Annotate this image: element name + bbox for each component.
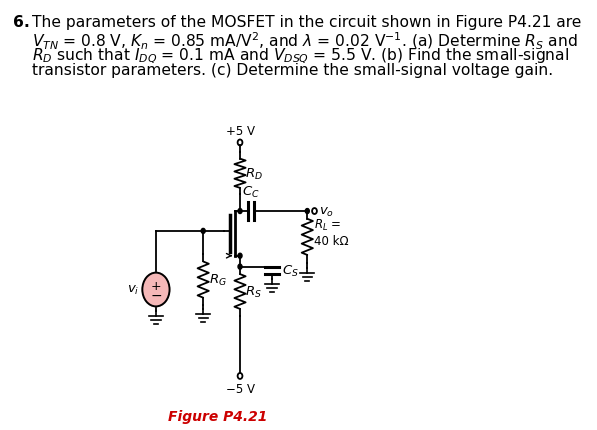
Text: $R_D$: $R_D$ [245, 166, 263, 181]
Text: $R_D$ such that $I_{DQ}$ = 0.1 mA and $V_{DSQ}$ = 5.5 V. (b) Find the small-sign: $R_D$ such that $I_{DQ}$ = 0.1 mA and $V… [32, 47, 569, 66]
Text: transistor parameters. (c) Determine the small-signal voltage gain.: transistor parameters. (c) Determine the… [32, 63, 553, 78]
Circle shape [238, 209, 242, 214]
Circle shape [142, 273, 170, 307]
Circle shape [305, 209, 309, 214]
Text: $R_L$ =
40 kΩ: $R_L$ = 40 kΩ [313, 217, 348, 247]
Text: $v_o$: $v_o$ [319, 205, 334, 218]
Text: 6.: 6. [13, 15, 29, 30]
Text: +: + [150, 280, 161, 292]
Text: The parameters of the MOSFET in the circuit shown in Figure P4.21 are: The parameters of the MOSFET in the circ… [32, 15, 581, 30]
Text: −: − [150, 288, 162, 302]
Circle shape [238, 264, 242, 270]
Circle shape [238, 254, 242, 258]
Text: $V_{TN}$ = 0.8 V, $K_n$ = 0.85 mA/V$^2$, and $\lambda$ = 0.02 V$^{-1}$. (a) Dete: $V_{TN}$ = 0.8 V, $K_n$ = 0.85 mA/V$^2$,… [32, 31, 577, 52]
Circle shape [201, 229, 205, 234]
Text: $R_S$: $R_S$ [245, 284, 261, 299]
Text: Figure P4.21: Figure P4.21 [168, 408, 267, 423]
Text: −5 V: −5 V [226, 382, 254, 395]
Text: $R_G$: $R_G$ [209, 272, 227, 288]
Text: $v_i$: $v_i$ [127, 283, 139, 296]
Text: +5 V: +5 V [226, 125, 254, 138]
Text: $C_S$: $C_S$ [282, 263, 298, 278]
Text: $C_C$: $C_C$ [242, 184, 260, 200]
